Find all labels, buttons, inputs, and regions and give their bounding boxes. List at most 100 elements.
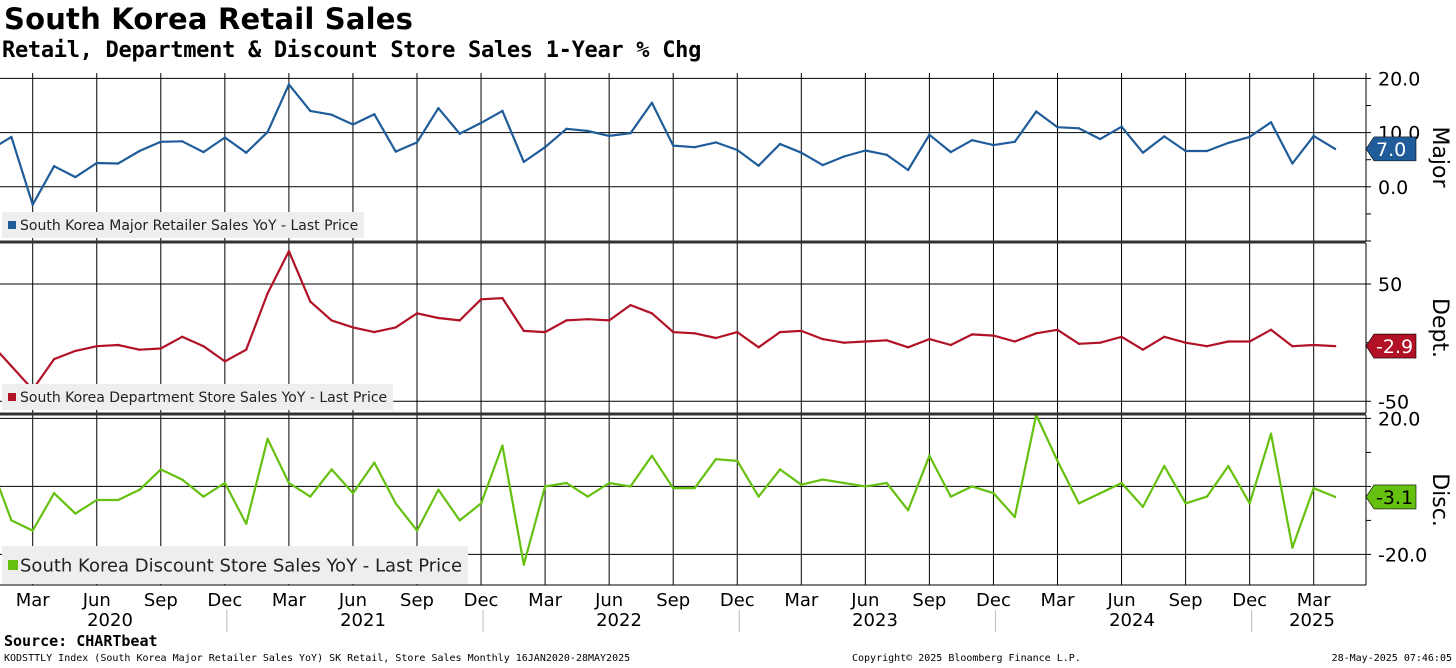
data-point: [1269, 328, 1273, 331]
data-point: [479, 502, 483, 505]
data-point: [501, 296, 504, 300]
data-point: [714, 141, 718, 144]
data-point: [95, 498, 99, 502]
data-point: [800, 329, 803, 333]
legend-swatch: [8, 393, 16, 401]
source-label: Source: CHARTbeat: [4, 632, 158, 650]
x-month-label: Mar: [272, 590, 307, 611]
x-year-label: 2022: [596, 610, 642, 631]
data-point: [586, 129, 589, 133]
data-point: [714, 336, 718, 340]
data-point: [778, 142, 782, 146]
data-point: [543, 485, 547, 488]
data-point: [1099, 137, 1102, 141]
data-point: [1248, 502, 1251, 505]
data-point: [202, 150, 205, 154]
data-point: [287, 481, 291, 485]
data-point: [970, 139, 974, 142]
data-point: [266, 437, 269, 440]
chart-title: South Korea Retail Sales: [4, 2, 414, 36]
legend-swatch: [8, 560, 18, 570]
data-point: [757, 495, 760, 498]
data-point: [1141, 151, 1145, 154]
data-point: [949, 495, 952, 498]
data-point: [159, 347, 162, 350]
y-tick-label: 0.0: [1378, 177, 1408, 199]
data-point: [394, 150, 397, 153]
data-point: [223, 481, 227, 485]
last-price-tag: -2.9: [1365, 333, 1417, 359]
data-point: [181, 335, 184, 338]
y-tick-label: 20.0: [1378, 68, 1420, 90]
data-point: [842, 481, 846, 485]
x-month-label: Mar: [528, 590, 563, 611]
x-month-label: Jun: [594, 590, 623, 611]
last-price-tag: 7.0: [1365, 136, 1417, 162]
data-point: [864, 485, 867, 488]
data-point: [223, 136, 227, 139]
data-point: [1120, 125, 1123, 128]
data-point: [736, 459, 739, 463]
data-point: [970, 333, 974, 336]
data-point: [1269, 432, 1273, 435]
last-price-value: 7.0: [1376, 139, 1406, 161]
data-point: [736, 148, 739, 152]
series-line-major: [0, 83, 1336, 206]
data-point: [1120, 335, 1123, 338]
x-month-label: Dec: [207, 590, 242, 611]
data-point: [650, 101, 654, 105]
data-point: [821, 478, 824, 481]
x-month-label: Mar: [1041, 590, 1076, 611]
data-point: [437, 107, 440, 110]
data-point: [821, 337, 824, 341]
data-point: [31, 203, 34, 206]
footer-ticker-info: KODSTTLY Index (South Korea Major Retail…: [4, 653, 631, 664]
x-month-label: Dec: [976, 590, 1011, 611]
data-point: [74, 349, 77, 353]
data-point: [1077, 502, 1081, 505]
data-point: [245, 151, 248, 154]
data-point: [992, 143, 995, 147]
data-point: [543, 146, 547, 149]
data-point: [565, 481, 568, 485]
data-point: [1333, 147, 1337, 151]
x-year-label: 2023: [852, 610, 898, 631]
data-point: [906, 168, 910, 172]
data-point: [586, 495, 589, 498]
data-point: [330, 468, 333, 471]
data-point: [52, 492, 56, 495]
y-tick-label: 50: [1378, 274, 1402, 296]
data-point: [650, 312, 654, 315]
data-point: [1013, 515, 1016, 519]
data-point: [287, 83, 291, 86]
data-point: [74, 512, 77, 515]
data-point: [1056, 459, 1059, 463]
last-price-value: -2.9: [1376, 336, 1413, 358]
data-point: [672, 144, 675, 147]
legend-swatch: [8, 221, 16, 229]
data-point: [31, 529, 34, 532]
data-point: [245, 348, 248, 351]
data-point: [629, 485, 632, 488]
chart-subtitle: Retail, Department & Discount Store Sale…: [2, 38, 702, 63]
data-point: [1227, 340, 1230, 343]
data-point: [1227, 141, 1230, 145]
data-point: [501, 444, 504, 447]
data-point: [1291, 162, 1294, 165]
legend-box: [2, 384, 394, 410]
data-point: [1333, 495, 1337, 499]
footer-copyright: Copyright© 2025 Bloomberg Finance L.P.: [852, 653, 1081, 664]
data-point: [1227, 464, 1230, 468]
x-month-label: Jun: [82, 590, 111, 611]
data-point: [1312, 486, 1315, 490]
data-point: [458, 319, 461, 322]
data-point: [1163, 135, 1166, 138]
data-point: [330, 113, 333, 116]
data-point: [906, 509, 910, 512]
data-point: [864, 340, 867, 343]
data-point: [1184, 341, 1187, 344]
panel-name: Dept.: [1427, 298, 1452, 358]
data-point: [1056, 328, 1059, 331]
data-point: [842, 341, 846, 344]
data-point: [116, 498, 120, 502]
